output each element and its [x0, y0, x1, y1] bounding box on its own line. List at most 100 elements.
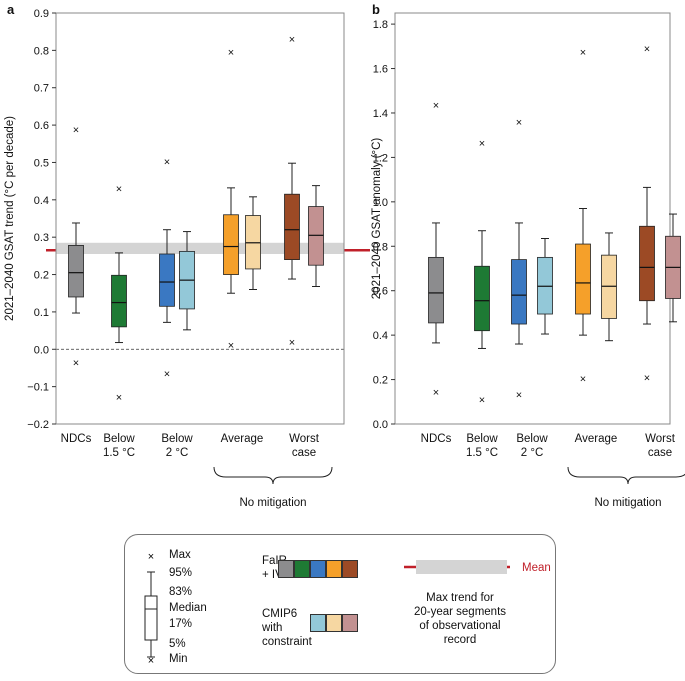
min-marker: × — [516, 390, 522, 402]
legend-box-glyph: × × — [144, 551, 158, 667]
legend-max-label: Max — [169, 549, 191, 561]
y-tick-label: −0.1 — [27, 382, 49, 394]
y-tick-label: 0.1 — [34, 307, 49, 319]
x-tick-label-line: 2 °C — [521, 447, 544, 459]
max-marker: × — [479, 138, 485, 150]
y-axis-label: 2021–2040 GSAT anomaly (°C) — [371, 138, 383, 300]
box-brown — [639, 225, 655, 302]
x-tick-label-line: Average — [575, 433, 618, 445]
legend-p83-label: 83% — [169, 586, 193, 598]
x-tick-label: Below 2 °C — [161, 433, 193, 459]
y-tick-label: 1.8 — [373, 19, 388, 31]
max-marker: × — [228, 47, 234, 59]
plot-frame — [394, 12, 671, 425]
legend-swatch-peach — [326, 614, 342, 632]
y-tick-label: 0.2 — [34, 270, 49, 282]
group-label: No mitigation — [239, 497, 306, 509]
min-marker: × — [116, 392, 122, 404]
legend-p17-label: 17% — [169, 618, 193, 630]
legend: × × Max 95% 83% Median 17% 5% Min FaIR +… — [124, 534, 556, 674]
x-tick-label-line: Average — [221, 433, 264, 445]
x-tick-label-line: 2 °C — [166, 447, 189, 459]
legend-fair-label-2: + IV — [262, 569, 283, 581]
x-tick-label: Worst case — [645, 433, 676, 459]
max-marker: × — [164, 157, 170, 169]
y-tick-label: 0.6 — [34, 120, 49, 132]
box-blue — [159, 253, 175, 307]
legend-swatch-grey — [278, 560, 294, 578]
legend-band-label-2: 20-year segments — [413, 606, 507, 618]
y-tick-label: 0.2 — [373, 375, 388, 387]
y-tick-label: 0.3 — [34, 232, 49, 244]
x-tick-label: Average — [221, 433, 264, 445]
box-brown — [284, 193, 300, 260]
min-marker: × — [73, 357, 79, 369]
x-tick-label: Worst case — [289, 433, 320, 459]
x-tick-label-line: case — [292, 447, 316, 459]
x-tick-label-line: Below — [103, 433, 135, 445]
x-tick-label: Below 1.5 °C — [103, 433, 135, 459]
x-tick-label: NDCs — [421, 433, 452, 445]
legend-swatch-lightblue — [310, 614, 326, 632]
min-marker: × — [580, 373, 586, 385]
legend-fair-swatches — [278, 560, 358, 578]
panel-label: b — [372, 2, 380, 17]
legend-band-label-4: record — [443, 634, 477, 646]
x-tick-label-line: Below — [516, 433, 548, 445]
group-brace — [567, 466, 685, 485]
min-marker: × — [479, 395, 485, 407]
legend-swatch-orange — [326, 560, 342, 578]
legend-cmip-label-1: CMIP6 — [262, 608, 298, 620]
x-tick-label-line: Worst — [645, 433, 676, 445]
y-tick-label: 0.9 — [34, 8, 49, 20]
legend-mean-label: Mean — [522, 562, 551, 574]
y-tick-label: 1.0 — [373, 197, 388, 209]
legend-swatch-blue — [310, 560, 326, 578]
panel-b: 0.0 0.2 0.4 0.6 0.8 1.0 1.2 1.4 1.6 1.8 2021–2040 … — [371, 2, 685, 509]
max-marker: × — [580, 47, 586, 59]
y-tick-label: 0.5 — [34, 157, 49, 169]
x-tick-label: Below 2 °C — [516, 433, 548, 459]
box-green — [111, 274, 127, 328]
y-tick-label: 1.2 — [373, 152, 388, 164]
min-marker: × — [644, 372, 650, 384]
min-marker: × — [289, 337, 295, 349]
legend-swatch-green — [294, 560, 310, 578]
legend-box — [144, 595, 158, 641]
panel-label: a — [7, 2, 15, 17]
x-tick-label: Below 1.5 °C — [466, 433, 498, 459]
group-brace — [213, 466, 333, 485]
legend-cmip-label-2: with — [262, 622, 283, 634]
y-tick-label: −0.2 — [27, 419, 49, 431]
legend-min-marker: × — [148, 655, 154, 667]
x-tick-label-line: 1.5 °C — [466, 447, 498, 459]
y-tick-label: 0.6 — [373, 286, 388, 298]
legend-swatch-brown — [342, 560, 358, 578]
panel-a: −0.2 −0.1 0.0 0.1 0.2 0.3 0.4 0.5 0.6 0.7 0.8 0.9 20… — [4, 2, 370, 509]
legend-cmip-swatches — [310, 614, 358, 632]
min-marker: × — [164, 369, 170, 381]
x-tick-label: Average — [575, 433, 618, 445]
x-tick-label-line: Below — [161, 433, 193, 445]
x-tick-label: NDCs — [61, 433, 92, 445]
x-tick-label-line: Below — [466, 433, 498, 445]
max-marker: × — [116, 184, 122, 196]
x-tick-label-line: NDCs — [421, 433, 452, 445]
plot-frame — [55, 12, 345, 425]
legend-band-rect — [416, 560, 507, 574]
max-marker: × — [289, 34, 295, 46]
legend-band-description: Max trend for 20-year segments of observ… — [405, 591, 515, 647]
legend-p95-label: 95% — [169, 567, 193, 579]
legend-median-label: Median — [169, 602, 207, 614]
y-tick-label: 0.4 — [373, 330, 388, 342]
max-marker: × — [73, 125, 79, 137]
y-tick-label: 0.8 — [34, 45, 49, 57]
max-marker: × — [433, 100, 439, 112]
x-tick-label-line: case — [648, 447, 672, 459]
group-label: No mitigation — [594, 497, 661, 509]
max-marker: × — [516, 117, 522, 129]
legend-p5-label: 5% — [169, 638, 186, 650]
box-grey — [428, 256, 444, 324]
obs-trend-band — [56, 242, 344, 254]
min-marker: × — [228, 340, 234, 352]
